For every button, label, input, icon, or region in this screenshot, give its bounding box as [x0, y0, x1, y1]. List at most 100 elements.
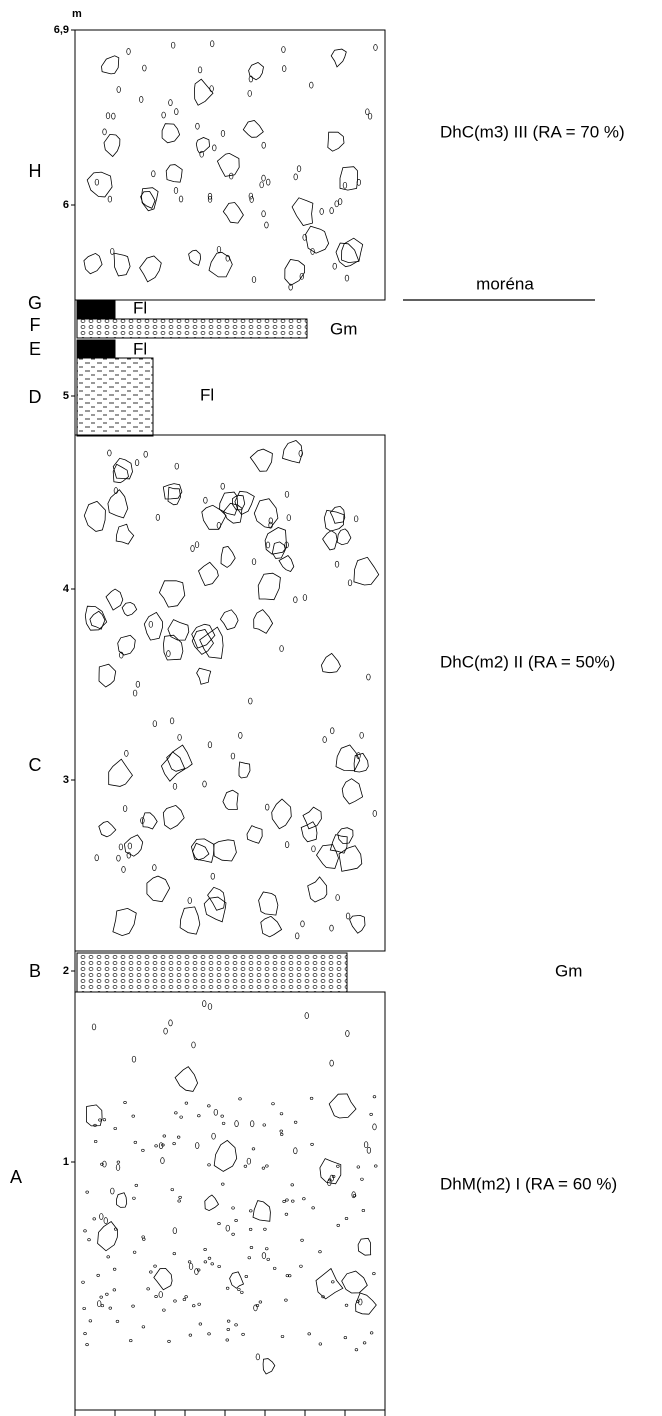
pebble: [174, 108, 179, 115]
unit-letter: E: [29, 339, 41, 359]
granule: [196, 1268, 201, 1272]
clast: [349, 914, 366, 934]
pebble: [363, 1141, 369, 1149]
pebble: [177, 734, 182, 741]
pebble: [107, 195, 113, 203]
granule: [352, 1194, 357, 1198]
granule: [231, 1232, 235, 1236]
pebble: [319, 208, 324, 215]
granule: [113, 1126, 117, 1130]
granule: [108, 1306, 112, 1310]
clast: [231, 494, 246, 511]
clast: [258, 891, 279, 916]
clast: [253, 609, 274, 634]
pebble: [359, 731, 364, 739]
granule: [162, 1308, 166, 1312]
granule: [106, 1255, 110, 1259]
clast: [105, 588, 124, 611]
granule: [167, 1339, 171, 1343]
clast: [260, 915, 283, 938]
granule: [318, 1250, 322, 1254]
clast: [223, 502, 243, 524]
granule: [112, 1288, 117, 1292]
pebble: [234, 1120, 239, 1127]
pebble: [199, 150, 204, 158]
pebble: [298, 450, 303, 457]
pebble: [334, 200, 339, 208]
clast: [336, 528, 352, 546]
clast: [192, 842, 210, 861]
clast: [213, 839, 237, 862]
granule: [243, 1164, 248, 1168]
pebble: [311, 845, 316, 853]
granule: [172, 1142, 176, 1146]
pebble: [187, 897, 192, 904]
granule: [162, 1134, 167, 1138]
pebble: [115, 1164, 121, 1171]
granule: [207, 1256, 212, 1260]
granule: [98, 1118, 102, 1122]
clast: [112, 463, 129, 484]
unit-box: [76, 318, 308, 339]
pebble: [261, 1252, 267, 1259]
pebble: [143, 450, 148, 458]
granule: [344, 1303, 349, 1307]
granule: [249, 1245, 254, 1249]
granule: [272, 1266, 277, 1270]
unit-letter: H: [29, 161, 42, 181]
granule: [263, 1227, 267, 1231]
pebble: [329, 207, 334, 215]
pebble: [142, 64, 147, 72]
pebble: [337, 198, 343, 205]
clast: [271, 541, 286, 559]
granule: [279, 1112, 284, 1116]
granule: [231, 1206, 235, 1210]
pebble: [372, 810, 377, 817]
pebble: [284, 490, 290, 498]
pebble: [238, 732, 243, 739]
granule: [369, 1331, 374, 1335]
granule: [182, 1298, 187, 1302]
unit-box: [74, 29, 386, 301]
granule: [87, 1238, 91, 1242]
pebble: [284, 541, 289, 549]
granule: [221, 1121, 226, 1125]
pebble: [172, 1227, 177, 1235]
pebble: [155, 514, 161, 521]
clast: [143, 611, 163, 641]
clast: [322, 530, 338, 551]
granule: [153, 1264, 157, 1268]
clast: [335, 744, 361, 772]
granule: [360, 1177, 364, 1181]
pebble: [251, 558, 257, 566]
pebble: [91, 1023, 97, 1031]
unit-facies: Gm: [330, 319, 357, 338]
pebble: [191, 1041, 196, 1049]
pebble: [345, 912, 351, 920]
clast: [163, 634, 184, 661]
pebble: [97, 1300, 102, 1308]
granule: [198, 1322, 203, 1326]
granule: [244, 1274, 249, 1278]
granule: [238, 1097, 242, 1101]
clast: [101, 55, 120, 75]
granule: [318, 1342, 323, 1346]
pebble: [365, 108, 370, 116]
granule: [343, 1336, 348, 1340]
granule: [262, 1123, 266, 1127]
pebble: [249, 196, 254, 203]
granule: [85, 1190, 89, 1194]
granule: [284, 1298, 288, 1302]
pebble: [122, 805, 128, 812]
granule: [234, 1219, 238, 1223]
pebble: [116, 854, 121, 862]
clast: [355, 1292, 377, 1315]
pebble: [220, 130, 226, 137]
granule: [102, 1118, 107, 1122]
pebble: [116, 86, 121, 93]
granule: [184, 1295, 188, 1299]
pebble: [322, 736, 327, 743]
granule: [100, 1304, 105, 1308]
clast: [84, 605, 108, 631]
clast: [249, 448, 273, 472]
